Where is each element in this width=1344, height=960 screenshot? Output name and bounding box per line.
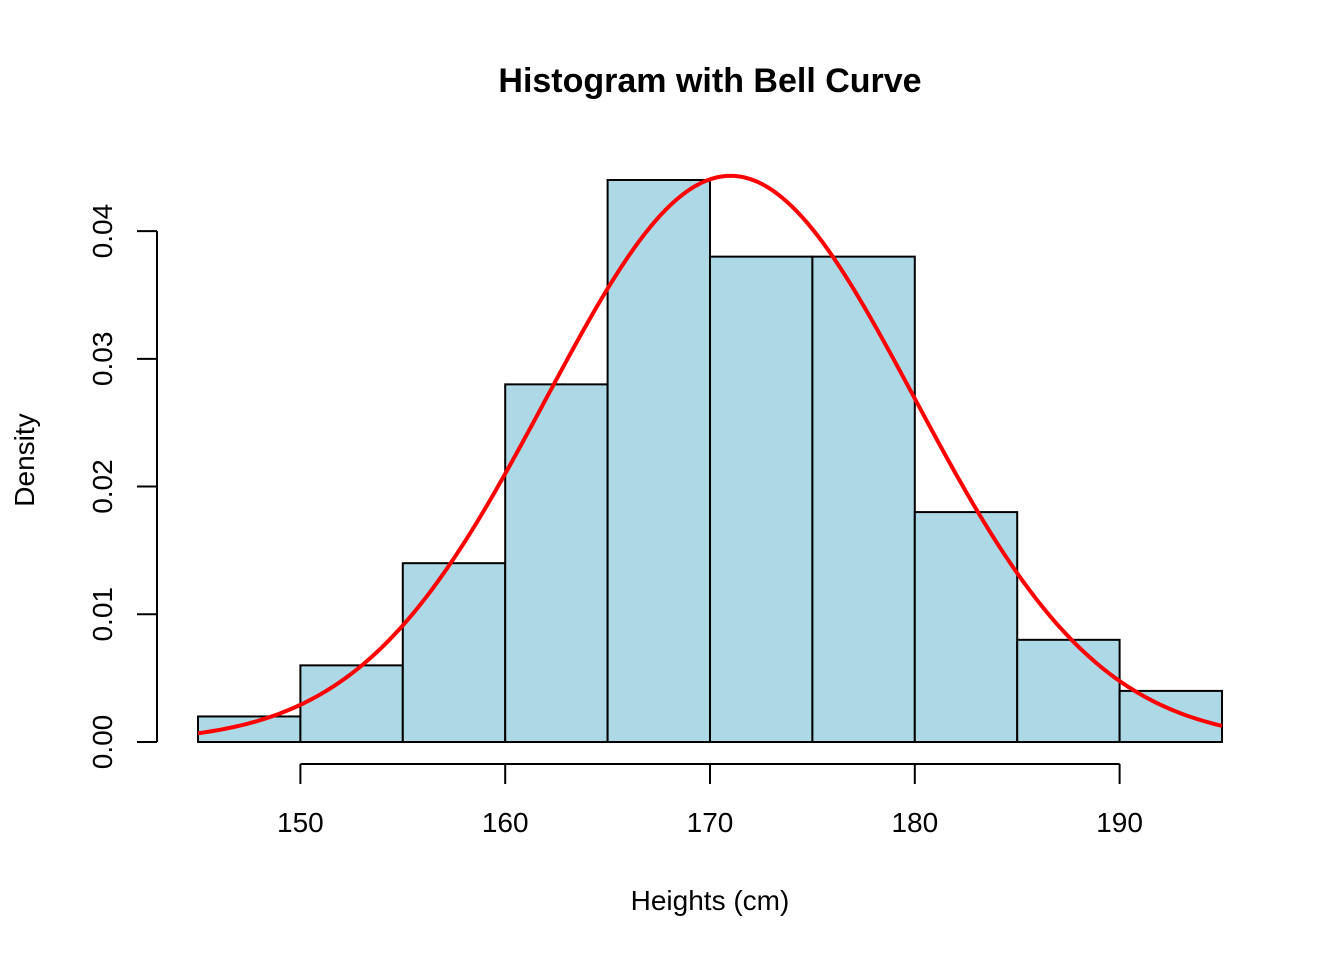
histogram-bar bbox=[1118, 689, 1223, 744]
histogram-bar bbox=[709, 255, 814, 743]
chart-title: Histogram with Bell Curve bbox=[498, 62, 921, 100]
histogram-bar bbox=[401, 562, 507, 743]
histogram-bar bbox=[811, 255, 916, 743]
y-axis: 0.00 0.01 0.02 0.03 0.04 bbox=[87, 204, 158, 770]
y-tick-label: 0.01 bbox=[87, 587, 118, 642]
x-tick-label: 160 bbox=[482, 807, 529, 838]
histogram-bar bbox=[299, 664, 404, 744]
x-tick-label: 180 bbox=[891, 807, 938, 838]
y-tick-label: 0.02 bbox=[87, 459, 118, 513]
histogram-bar bbox=[1016, 638, 1121, 743]
y-tick-label: 0.00 bbox=[87, 715, 118, 770]
histogram-bar bbox=[606, 179, 711, 743]
x-tick-label: 190 bbox=[1096, 807, 1143, 838]
x-tick-label: 170 bbox=[687, 807, 734, 838]
x-tick-label: 150 bbox=[277, 807, 324, 838]
histogram-bar bbox=[504, 383, 609, 743]
y-axis-label: Density bbox=[9, 413, 40, 506]
x-axis: 150 160 170 180 190 bbox=[277, 763, 1143, 838]
x-axis-label: Heights (cm) bbox=[631, 885, 790, 916]
y-tick-label: 0.03 bbox=[87, 332, 118, 387]
bell-curve-line bbox=[197, 173, 1223, 736]
y-tick-label: 0.04 bbox=[87, 204, 118, 259]
histogram-bar bbox=[913, 511, 1019, 743]
histogram-bars bbox=[197, 179, 1223, 744]
bell-curve-layer bbox=[197, 173, 1223, 736]
